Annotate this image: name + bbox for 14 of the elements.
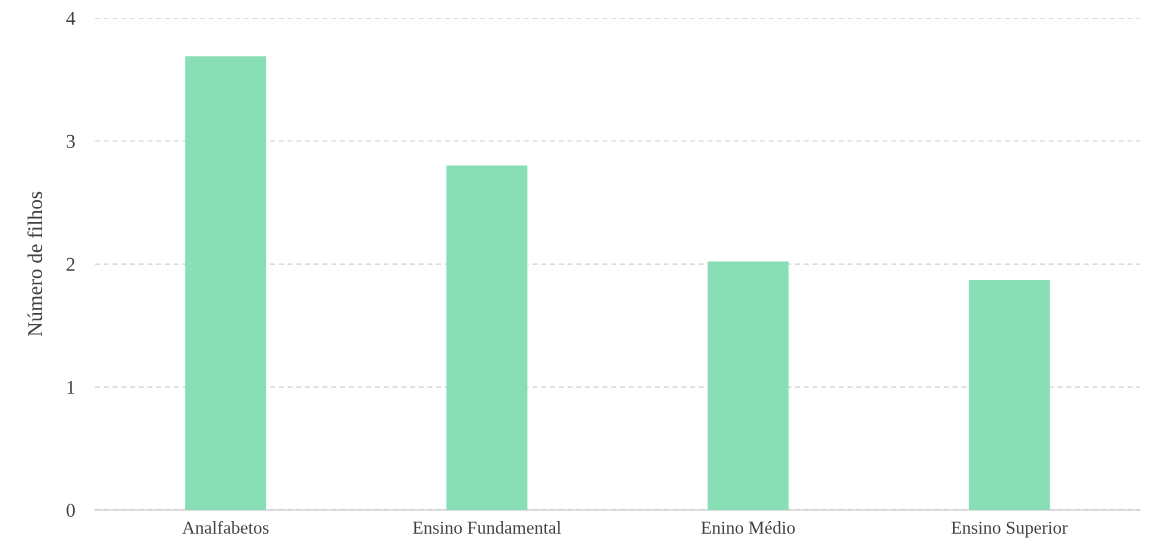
y-tick-label: 1 (67, 380, 75, 394)
y-tick-label: 2 (66, 257, 75, 271)
y-tick-label: 4 (66, 11, 76, 25)
x-tick-label: Analfabetos (182, 520, 269, 534)
x-tick-label: Ensino Superior (951, 521, 1068, 538)
x-tick-label: Ensino Fundamental (412, 521, 561, 534)
bar (968, 279, 1050, 510)
x-tick-label: Enino Médio (701, 521, 795, 534)
y-tick-label: 3 (66, 134, 75, 148)
bar (707, 261, 789, 510)
bar (185, 56, 267, 510)
bar (446, 165, 528, 510)
y-tick-label: 0 (66, 503, 75, 517)
y-axis-title: Número de filhos (27, 191, 43, 337)
